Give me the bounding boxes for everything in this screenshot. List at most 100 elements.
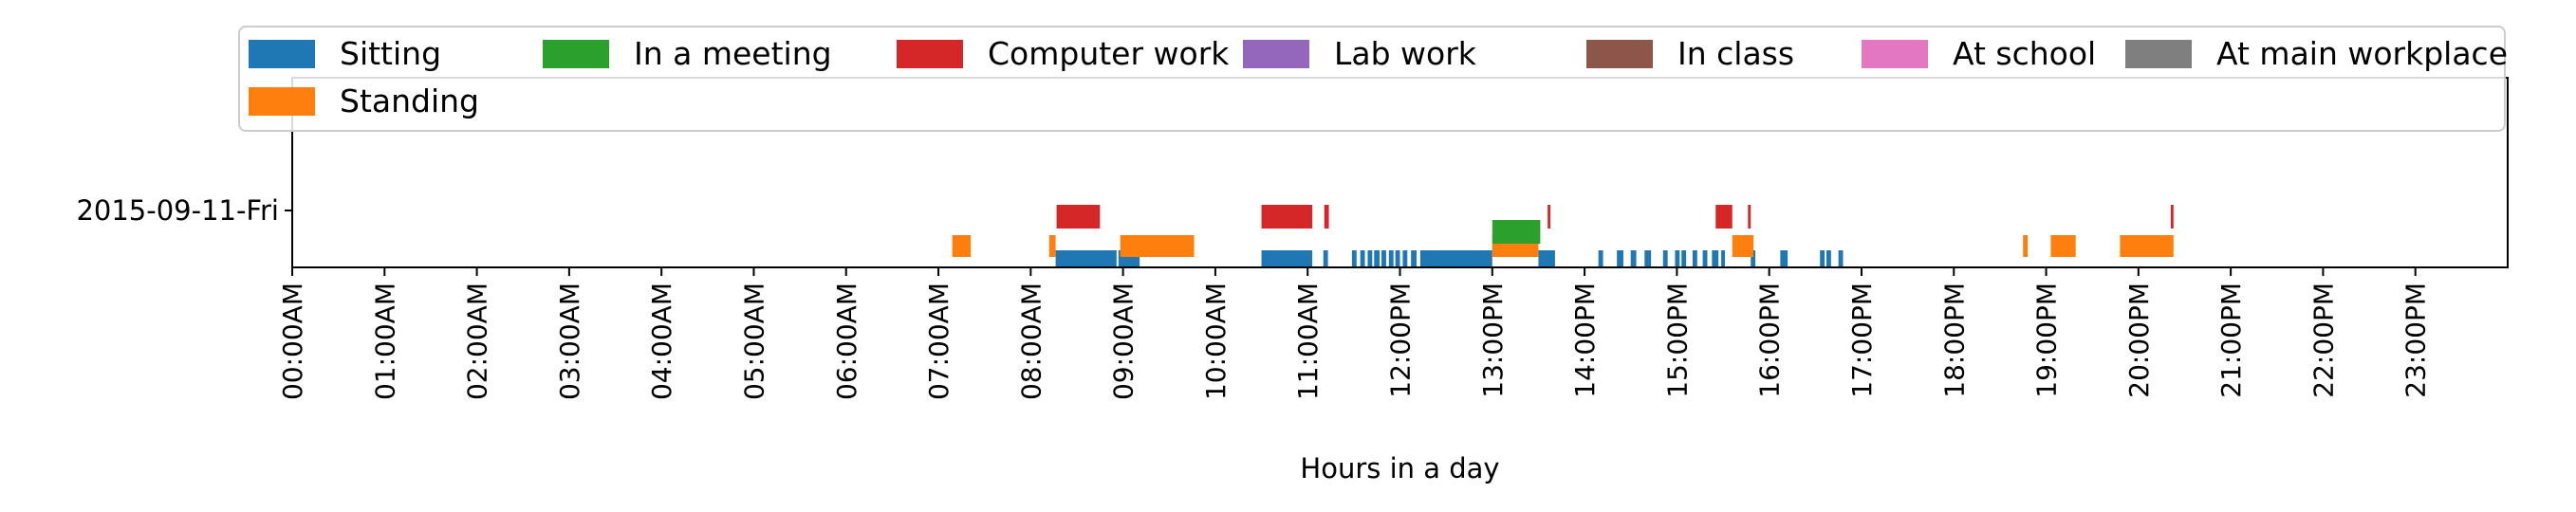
legend-frame	[238, 26, 2506, 132]
x-tick-label: 19:00PM	[2031, 283, 2063, 398]
legend-item-in-a-meeting: In a meeting	[543, 35, 832, 72]
bar-segment	[1351, 250, 1357, 267]
legend-label: At main workplace	[2216, 35, 2508, 72]
bar-segment	[1048, 235, 1056, 257]
legend-item-standing: Standing	[249, 82, 479, 119]
x-tick-label: 04:00AM	[646, 283, 677, 400]
x-tick-label: 13:00PM	[1477, 283, 1509, 398]
x-tick-label: 02:00AM	[462, 283, 493, 400]
series-computer-work	[1056, 205, 2174, 229]
bar-segment	[1419, 250, 1492, 267]
y-tick-label: 2015-09-11-Fri	[76, 194, 279, 227]
bar-segment	[1402, 250, 1408, 267]
x-tick-label: 11:00AM	[1292, 283, 1324, 400]
x-tick-label: 05:00AM	[738, 283, 769, 400]
bar-segment	[1712, 250, 1719, 267]
legend-swatch	[1862, 40, 1928, 68]
bar-segment	[1780, 250, 1788, 267]
bar-segment	[1721, 250, 1725, 267]
bar-segment	[1748, 205, 1751, 229]
bar-segment	[2023, 235, 2029, 257]
bar-segment	[1662, 250, 1668, 267]
legend-swatch	[543, 40, 609, 68]
legend: Sitting Standing In a meeting Computer work…	[238, 26, 2508, 132]
x-tick-label: 16:00PM	[1754, 283, 1786, 398]
legend-swatch	[2125, 40, 2192, 68]
x-tick-label: 22:00PM	[2307, 283, 2339, 398]
bar-segment	[1702, 250, 1708, 267]
bar-segment	[1630, 250, 1637, 267]
legend-label: In a meeting	[634, 35, 832, 72]
legend-swatch	[1243, 40, 1309, 68]
x-tick-label: 15:00PM	[1661, 283, 1693, 398]
bar-segment	[1715, 205, 1733, 229]
legend-label: Lab work	[1334, 35, 1477, 72]
bar-segment	[1360, 250, 1365, 267]
bar-segment	[2120, 235, 2174, 257]
bar-segment	[1681, 250, 1687, 267]
x-tick-label: 23:00PM	[2400, 283, 2432, 398]
bar-segment	[1395, 250, 1400, 267]
bar-segment	[1598, 250, 1603, 267]
bar-segment	[1374, 250, 1381, 267]
bar-segment	[1323, 250, 1328, 267]
legend-item-computer-work: Computer work	[897, 35, 1230, 72]
legend-item-at-school: At school	[1862, 35, 2096, 72]
legend-swatch	[249, 87, 315, 116]
legend-label: Computer work	[988, 35, 1230, 72]
x-tick-label: 09:00AM	[1108, 283, 1140, 400]
bar-segment	[1381, 250, 1386, 267]
legend-label: At school	[1953, 35, 2096, 72]
legend-swatch	[249, 40, 315, 68]
y-axis: 2015-09-11-Fri	[76, 194, 292, 227]
bar-segment	[1751, 250, 1756, 267]
legend-label: Sitting	[340, 35, 441, 72]
x-tick-label: 07:00AM	[923, 283, 954, 400]
bar-segment	[1492, 220, 1541, 244]
x-tick-label: 06:00AM	[831, 283, 862, 400]
legend-item-lab-work: Lab work	[1243, 35, 1477, 72]
x-tick-label: 03:00AM	[554, 283, 585, 400]
bar-segment	[1675, 250, 1680, 267]
bar-segment	[1692, 250, 1697, 267]
x-tick-label: 12:00PM	[1385, 283, 1417, 398]
bar-segment	[1261, 250, 1313, 267]
bar-segment	[2170, 205, 2174, 229]
bar-segment	[1367, 250, 1373, 267]
legend-swatch	[1586, 40, 1653, 68]
bar-segment	[1644, 250, 1652, 267]
bar-segment	[1838, 250, 1844, 267]
bar-segment	[1324, 205, 1329, 229]
legend-item-in-class: In class	[1586, 35, 1794, 72]
series-sitting	[1055, 250, 1844, 267]
x-tick-label: 20:00PM	[2123, 283, 2155, 398]
bar-segment	[1055, 250, 1117, 267]
x-tick-label: 14:00PM	[1569, 283, 1601, 398]
bar-segment	[1825, 250, 1831, 267]
bar-segment	[1388, 250, 1394, 267]
x-tick-label: 10:00AM	[1200, 283, 1232, 400]
bar-segment	[1617, 250, 1623, 267]
x-axis-title: Hours in a day	[1300, 452, 1499, 485]
bar-segment	[1820, 250, 1825, 267]
legend-swatch	[897, 40, 963, 68]
bar-segment	[1547, 205, 1551, 229]
x-axis: 00:00AM 01:00AM 02:00AM 03:00AM 04:00AM 05:00…	[277, 267, 2432, 400]
x-tick-label: 01:00AM	[369, 283, 400, 400]
x-tick-label: 08:00AM	[1015, 283, 1047, 400]
bar-segment	[1411, 250, 1418, 267]
legend-label: Standing	[340, 82, 479, 119]
bar-segment	[952, 235, 972, 257]
x-tick-label: 00:00AM	[277, 283, 308, 400]
series-in-a-meeting	[1492, 220, 1541, 244]
bar-segment	[1538, 250, 1555, 267]
bar-segment	[1120, 235, 1195, 257]
legend-item-sitting: Sitting	[249, 35, 441, 72]
legend-item-at-main-workplace: At main workplace	[2125, 35, 2508, 72]
bar-segment	[1261, 205, 1313, 229]
x-tick-label: 18:00PM	[1938, 283, 1970, 398]
series-standing	[952, 235, 2174, 257]
bar-segment	[1732, 235, 1754, 257]
bar-segment	[2050, 235, 2076, 257]
